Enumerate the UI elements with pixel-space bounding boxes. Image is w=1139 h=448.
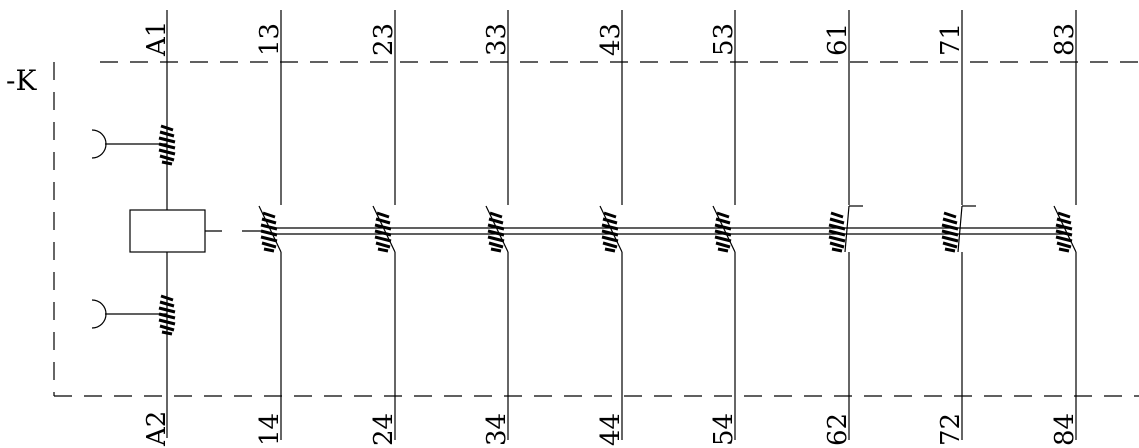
coil-top-connector <box>91 129 107 159</box>
contact-blade <box>372 205 396 253</box>
coil-bottom-connector <box>91 299 107 329</box>
contact-no: 83 84 <box>1050 10 1080 446</box>
contact-bottom-terminal-label: 54 <box>709 413 739 446</box>
contact-blade <box>844 205 850 253</box>
coil-top-terminal-label: A1 <box>142 21 172 57</box>
contact-no: 13 14 <box>255 10 285 446</box>
contact-blade <box>957 205 963 253</box>
coil: A1 A2 <box>91 10 222 447</box>
contact-no: 53 54 <box>709 10 739 446</box>
contact-no: 43 44 <box>596 10 626 446</box>
contact-top-terminal-label: 53 <box>709 23 739 56</box>
contact-linkage-hatch <box>941 211 959 253</box>
device-outline <box>53 61 1139 397</box>
coil-bottom-hatch <box>158 294 176 336</box>
contact-bottom-terminal-label: 72 <box>936 413 966 446</box>
contact-linkage-hatch <box>487 211 505 253</box>
contact-bottom-terminal-label: 34 <box>482 413 512 446</box>
contact-bottom-terminal-label: 62 <box>823 413 853 446</box>
coil-body <box>129 209 206 253</box>
contacts: 13 14 23 24 33 34 43 44 53 54 61 62 71 72 83 84 <box>255 10 1080 446</box>
contact-top-terminal-label: 23 <box>369 23 399 56</box>
contact-blade <box>485 205 509 253</box>
contact-linkage-hatch <box>828 211 846 253</box>
contact-top-terminal-label: 13 <box>255 23 285 56</box>
contact-linkage-hatch <box>260 211 278 253</box>
coil-top-hatch <box>158 124 176 166</box>
contact-top-terminal-label: 83 <box>1050 23 1080 56</box>
contact-nc: 61 62 <box>823 10 863 446</box>
contact-blade <box>599 205 623 253</box>
contact-blade <box>258 205 282 253</box>
contact-bottom-terminal-label: 14 <box>255 413 285 446</box>
coil-bottom-terminal-label: A2 <box>142 411 172 447</box>
contact-top-terminal-label: 43 <box>596 23 626 56</box>
contact-blade <box>712 205 736 253</box>
contact-no: 23 24 <box>369 10 399 446</box>
contact-top-terminal-label: 61 <box>823 23 853 56</box>
contact-top-terminal-label: 33 <box>482 23 512 56</box>
contact-linkage-hatch <box>1055 211 1073 253</box>
contact-nc: 71 72 <box>936 10 976 446</box>
contact-bottom-terminal-label: 84 <box>1050 413 1080 446</box>
device-label: -K <box>6 64 37 97</box>
contact-bottom-terminal-label: 24 <box>369 413 399 446</box>
contact-top-terminal-label: 71 <box>936 23 966 56</box>
contact-no: 33 34 <box>482 10 512 446</box>
contact-linkage-hatch <box>374 211 392 253</box>
contact-linkage-hatch <box>714 211 732 253</box>
contact-blade <box>1053 205 1077 253</box>
mechanical-linkage <box>242 227 1066 235</box>
contact-bottom-terminal-label: 44 <box>596 413 626 446</box>
contact-linkage-hatch <box>601 211 619 253</box>
